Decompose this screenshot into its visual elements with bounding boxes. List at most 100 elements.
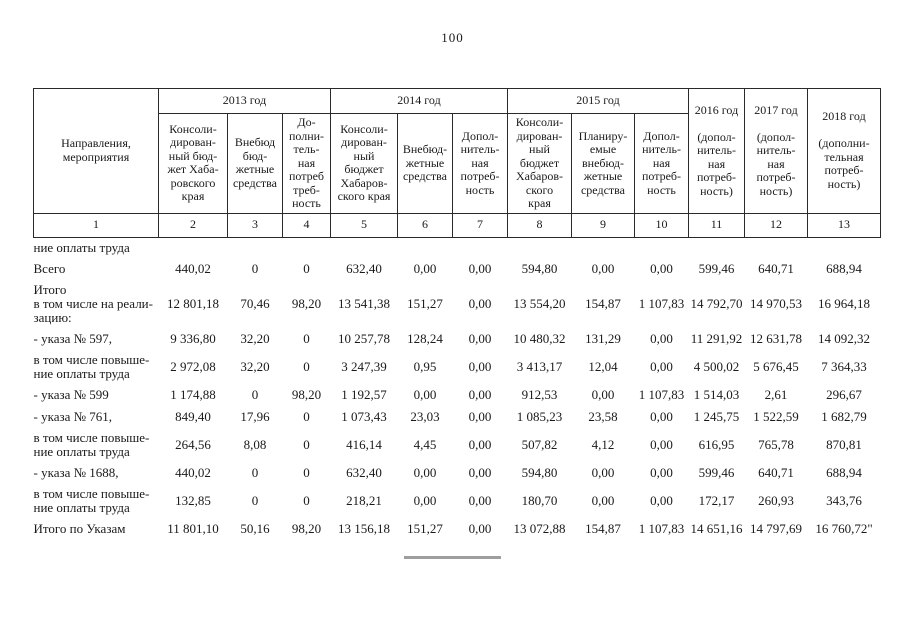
column-number: 8 xyxy=(507,212,572,238)
cell-value xyxy=(283,237,331,258)
row-label: - указа № 599 xyxy=(33,386,109,402)
cell-value: 13 072,88 xyxy=(513,520,566,536)
table-row: Всего 440,02 0 0 632,40 0,00 0,00 594,80 0,00 0,0… xyxy=(34,258,881,280)
cell-value: 154,87 xyxy=(585,520,621,536)
cell-value: 0,00 xyxy=(591,260,615,276)
cell-value: 0 xyxy=(251,386,259,402)
cell-value: 98,20 xyxy=(291,520,322,536)
cell-value: 0,00 xyxy=(650,358,673,374)
cell-value: 14 792,70 xyxy=(690,295,743,311)
cell-value: 14 092,32 xyxy=(818,330,870,346)
cell-value: 10 257,78 xyxy=(338,330,390,346)
cell-value xyxy=(689,237,745,258)
cell-value: 131,29 xyxy=(585,330,621,346)
cell-value: 0,00 xyxy=(468,464,492,480)
cell-value: 440,02 xyxy=(175,464,211,480)
cell-value xyxy=(331,237,398,258)
cell-value: 23,58 xyxy=(588,408,618,424)
budget-table: Направления, мероприятия 2013 год 2014 год… xyxy=(33,88,881,540)
cell-value: 0,00 xyxy=(468,408,492,424)
cell-value: 0,00 xyxy=(413,464,437,480)
cell-value: 14 651,16 xyxy=(690,520,743,536)
cell-value: 264,56 xyxy=(175,436,211,452)
cell-value: 98,20 xyxy=(291,295,322,311)
sub-column-header: До- полни- тель- ная потреб треб- ность xyxy=(282,113,331,214)
cell-value: 2 972,08 xyxy=(170,358,216,374)
column-number: 9 xyxy=(571,212,635,238)
cell-value: 1 174,88 xyxy=(170,386,216,402)
cell-value: 218,21 xyxy=(346,492,382,508)
cell-value: 0,00 xyxy=(468,520,492,536)
cell-value: 3 247,39 xyxy=(341,358,387,374)
cell-value: 2,61 xyxy=(764,386,788,402)
cell-value xyxy=(635,237,689,258)
year-column-header: 2016 год (допол- нитель- ная потреб- нос… xyxy=(688,88,745,214)
table-row: - указа № 599 1 174,88 0 98,20 1 192,57 0,00 0… xyxy=(34,384,881,406)
cell-value: 594,80 xyxy=(521,464,558,480)
cell-value: 1 107,83 xyxy=(638,386,685,402)
cell-value: 1 107,83 xyxy=(638,295,685,311)
row-label: - указа № 761, xyxy=(33,408,113,424)
cell-value: 8,08 xyxy=(243,436,267,452)
row-label: в том числе повыше- ние оплаты труда xyxy=(33,485,150,515)
cell-value: 1 073,43 xyxy=(341,408,387,424)
cell-value: 0,00 xyxy=(413,260,437,276)
cell-value: 343,76 xyxy=(826,492,862,508)
row-label: Итого в том числе на реали- зацию: xyxy=(33,281,153,325)
cell-value: 599,46 xyxy=(698,260,735,276)
cell-value: 0,00 xyxy=(591,464,615,480)
cell-value xyxy=(228,237,283,258)
cell-value: 1 682,79 xyxy=(821,408,867,424)
cell-value: 151,27 xyxy=(407,520,443,536)
row-label: Итого по Указам xyxy=(33,520,126,536)
cell-value: 0 xyxy=(303,464,310,480)
sub-column-header: Внебюд- жетные средства xyxy=(397,113,453,214)
table-row: Итого по Указам 11 801,10 50,16 98,20 13 156… xyxy=(34,518,881,540)
cell-value: 632,40 xyxy=(346,260,382,276)
cell-value: 0,00 xyxy=(413,492,437,508)
column-number: 11 xyxy=(688,212,745,238)
cell-value: 13 554,20 xyxy=(513,295,566,311)
cell-value: 0 xyxy=(303,408,310,424)
cell-value: 0 xyxy=(251,492,259,508)
cell-value: 32,20 xyxy=(240,358,270,374)
cell-value: 5 676,45 xyxy=(753,358,799,374)
cell-value: 0,00 xyxy=(468,260,492,276)
cell-value: 151,27 xyxy=(407,295,443,311)
table-row: - указа № 1688, 440,02 0 0 632,40 0,00 0,00 594… xyxy=(34,462,881,484)
cell-value: 0,00 xyxy=(650,330,673,346)
year-group-header: 2013 год xyxy=(158,88,331,114)
column-number: 4 xyxy=(282,212,331,238)
header-row-years: Направления, мероприятия 2013 год 2014 год… xyxy=(33,88,881,214)
cell-value xyxy=(398,237,453,258)
cell-value: 11 291,92 xyxy=(690,330,743,346)
cell-value: 16 964,18 xyxy=(818,295,870,311)
cell-value: 0,00 xyxy=(591,386,615,402)
cell-value: 3 413,17 xyxy=(516,358,563,374)
sub-column-header: Допол- нитель- ная потреб- ность xyxy=(452,113,508,214)
table-row: - указа № 597, 9 336,80 32,20 0 10 257,78 128… xyxy=(34,328,881,350)
cell-value: 0 xyxy=(303,436,310,452)
column-number: 3 xyxy=(227,212,283,238)
cell-value: 416,14 xyxy=(346,436,382,452)
cell-value xyxy=(453,237,508,258)
table-row: в том числе повыше- ние оплаты труда 264,… xyxy=(34,428,881,462)
cell-value: 0,00 xyxy=(468,492,492,508)
cell-value: 599,46 xyxy=(698,464,735,480)
row-label: ние оплаты труда xyxy=(33,239,130,255)
cell-value: 70,46 xyxy=(240,295,270,311)
cell-value: 0,00 xyxy=(650,408,673,424)
cell-value: 180,70 xyxy=(521,492,558,508)
table-row: ние оплаты труда xyxy=(34,237,881,258)
cell-value: 0,00 xyxy=(591,492,615,508)
directions-column-header: Направления, мероприятия xyxy=(33,88,159,214)
cell-value: 16 760,72" xyxy=(815,520,873,536)
cell-value xyxy=(508,237,572,258)
cell-value: 14 970,53 xyxy=(750,295,802,311)
year-group-header: 2014 год xyxy=(330,88,508,114)
cell-value: 1 192,57 xyxy=(341,386,387,402)
table-row: в том числе повыше- ние оплаты труда 2 97… xyxy=(34,350,881,384)
cell-value: 0,00 xyxy=(468,295,492,311)
cell-value: 0,00 xyxy=(650,436,673,452)
column-number: 13 xyxy=(807,212,881,238)
